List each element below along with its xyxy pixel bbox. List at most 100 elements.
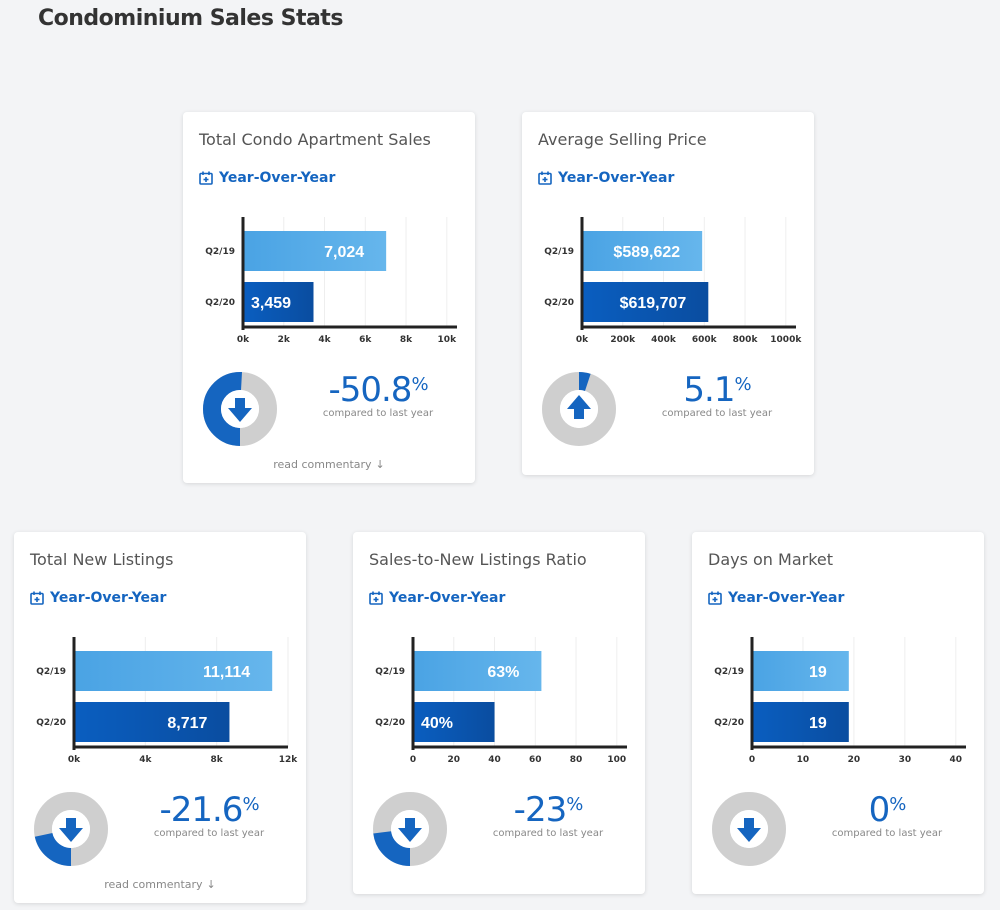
category-label: Q2/19 [544, 247, 574, 257]
x-tick-label: 20 [848, 755, 861, 765]
percent-change: -50.8% compared to last year [293, 370, 463, 419]
x-tick-label: 60 [529, 755, 542, 765]
bar-q2-19[interactable] [413, 651, 542, 691]
x-tick-label: 30 [899, 755, 912, 765]
read-commentary-label: read commentary [273, 458, 372, 471]
stat-card: Total New Listings Year-Over-Year 0k 4k 8k 12… [14, 532, 306, 903]
page-title: Condominium Sales Stats [38, 6, 343, 31]
calendar-icon [30, 591, 44, 605]
year-over-year-label: Year-Over-Year [389, 590, 506, 606]
read-commentary-link[interactable]: read commentary ↓ [14, 878, 306, 891]
stat-card: Total Condo Apartment Sales Year-Over-Yea… [183, 112, 475, 483]
change-donut [34, 792, 108, 866]
calendar-icon [708, 591, 722, 605]
percent-value: 0 [868, 790, 891, 830]
bar-q2-19[interactable] [74, 651, 273, 691]
category-label: Q2/20 [36, 718, 66, 728]
read-commentary-label: read commentary [104, 878, 203, 891]
x-tick-label: 0k [237, 335, 250, 345]
bar-value-label: $589,622 [613, 244, 680, 261]
x-tick-label: 40 [950, 755, 963, 765]
x-tick-label: 0k [68, 755, 81, 765]
x-tick-label: 4k [318, 335, 331, 345]
change-arc [373, 792, 447, 866]
change-arc [542, 372, 616, 446]
x-tick-label: 100 [607, 755, 626, 765]
x-tick-label: 8k [400, 335, 413, 345]
year-over-year-link[interactable]: Year-Over-Year [538, 170, 674, 186]
bar-chart: 0k 4k 8k 12k Q2/19 11,114 Q2/20 8,717 [36, 637, 299, 765]
x-tick-label: 800k [733, 335, 759, 345]
calendar-icon [199, 171, 213, 185]
percent-change: 0% compared to last year [802, 790, 972, 839]
x-tick-label: 0 [410, 755, 416, 765]
change-donut [203, 372, 277, 446]
stat-card: Average Selling Price Year-Over-Year 0k 200… [522, 112, 814, 475]
x-tick-label: 600k [692, 335, 718, 345]
percent-symbol: % [734, 374, 751, 395]
x-tick-label: 12k [279, 755, 299, 765]
bar-chart: 0 10 20 30 40 Q2/19 19 Q2/20 19 [714, 637, 966, 765]
stat-card: Sales-to-New Listings Ratio Year-Over-Yea… [353, 532, 645, 894]
year-over-year-label: Year-Over-Year [219, 170, 336, 186]
arrow-down-icon [737, 818, 761, 842]
bar-value-label: 7,024 [324, 244, 364, 261]
bar-value-label: 40% [421, 715, 453, 732]
card-title: Sales-to-New Listings Ratio [369, 550, 587, 569]
change-donut [542, 372, 616, 446]
percent-value: -50.8 [328, 370, 412, 410]
year-over-year-label: Year-Over-Year [50, 590, 167, 606]
year-over-year-label: Year-Over-Year [558, 170, 675, 186]
compared-label: compared to last year [322, 408, 434, 419]
year-over-year-link[interactable]: Year-Over-Year [30, 590, 166, 606]
read-commentary-link[interactable]: read commentary ↓ [183, 458, 475, 471]
x-tick-label: 6k [359, 335, 372, 345]
category-label: Q2/20 [544, 298, 574, 308]
bar-q2-20[interactable] [413, 702, 495, 742]
bar-q2-20[interactable] [582, 282, 709, 322]
bar-value-label: 63% [487, 664, 519, 681]
bar-value-label: $619,707 [620, 295, 687, 312]
year-over-year-label: Year-Over-Year [728, 590, 845, 606]
year-over-year-link[interactable]: Year-Over-Year [199, 170, 335, 186]
category-label: Q2/19 [36, 667, 66, 677]
category-label: Q2/19 [375, 667, 405, 677]
x-tick-label: 8k [211, 755, 224, 765]
bar-q2-20[interactable] [752, 702, 849, 742]
card-title: Days on Market [708, 550, 834, 569]
arrow-down-icon: ↓ [375, 458, 385, 471]
bar-q2-19[interactable] [752, 651, 849, 691]
stat-card: Days on Market Year-Over-Year 0 10 20 30 40 Q2/… [692, 532, 984, 894]
bar-q2-20[interactable] [243, 282, 314, 322]
x-tick-label: 40 [488, 755, 501, 765]
bar-q2-20[interactable] [74, 702, 230, 742]
x-tick-label: 2k [278, 335, 291, 345]
card-title: Average Selling Price [538, 130, 707, 149]
category-label: Q2/20 [205, 298, 235, 308]
year-over-year-link[interactable]: Year-Over-Year [369, 590, 505, 606]
change-arc [203, 372, 277, 446]
percent-symbol: % [242, 794, 259, 815]
bar-chart: 0k 200k 400k 600k 800k 1000k Q2/19 $589,622 Q2/2… [544, 217, 802, 345]
bar-q2-19[interactable] [582, 231, 703, 271]
percent-symbol: % [566, 794, 583, 815]
year-over-year-link[interactable]: Year-Over-Year [708, 590, 844, 606]
x-tick-label: 10 [797, 755, 810, 765]
percent-symbol: % [411, 374, 428, 395]
bar-q2-19[interactable] [243, 231, 387, 271]
x-tick-label: 200k [610, 335, 636, 345]
arrow-up-icon [567, 395, 591, 419]
arrow-down-icon: ↓ [206, 878, 216, 891]
calendar-icon [538, 171, 552, 185]
change-arc [34, 792, 108, 866]
percent-value: -21.6 [159, 790, 243, 830]
x-tick-label: 80 [570, 755, 583, 765]
bar-value-label: 8,717 [167, 715, 207, 732]
arrow-down-icon [228, 398, 252, 422]
percent-value: 5.1 [683, 370, 735, 410]
percent-symbol: % [889, 794, 906, 815]
card-title: Total New Listings [30, 550, 174, 569]
bar-chart: 0 20 40 60 80 100 Q2/19 63% Q2/20 40% [375, 637, 627, 765]
x-tick-label: 20 [447, 755, 460, 765]
change-donut [373, 792, 447, 866]
